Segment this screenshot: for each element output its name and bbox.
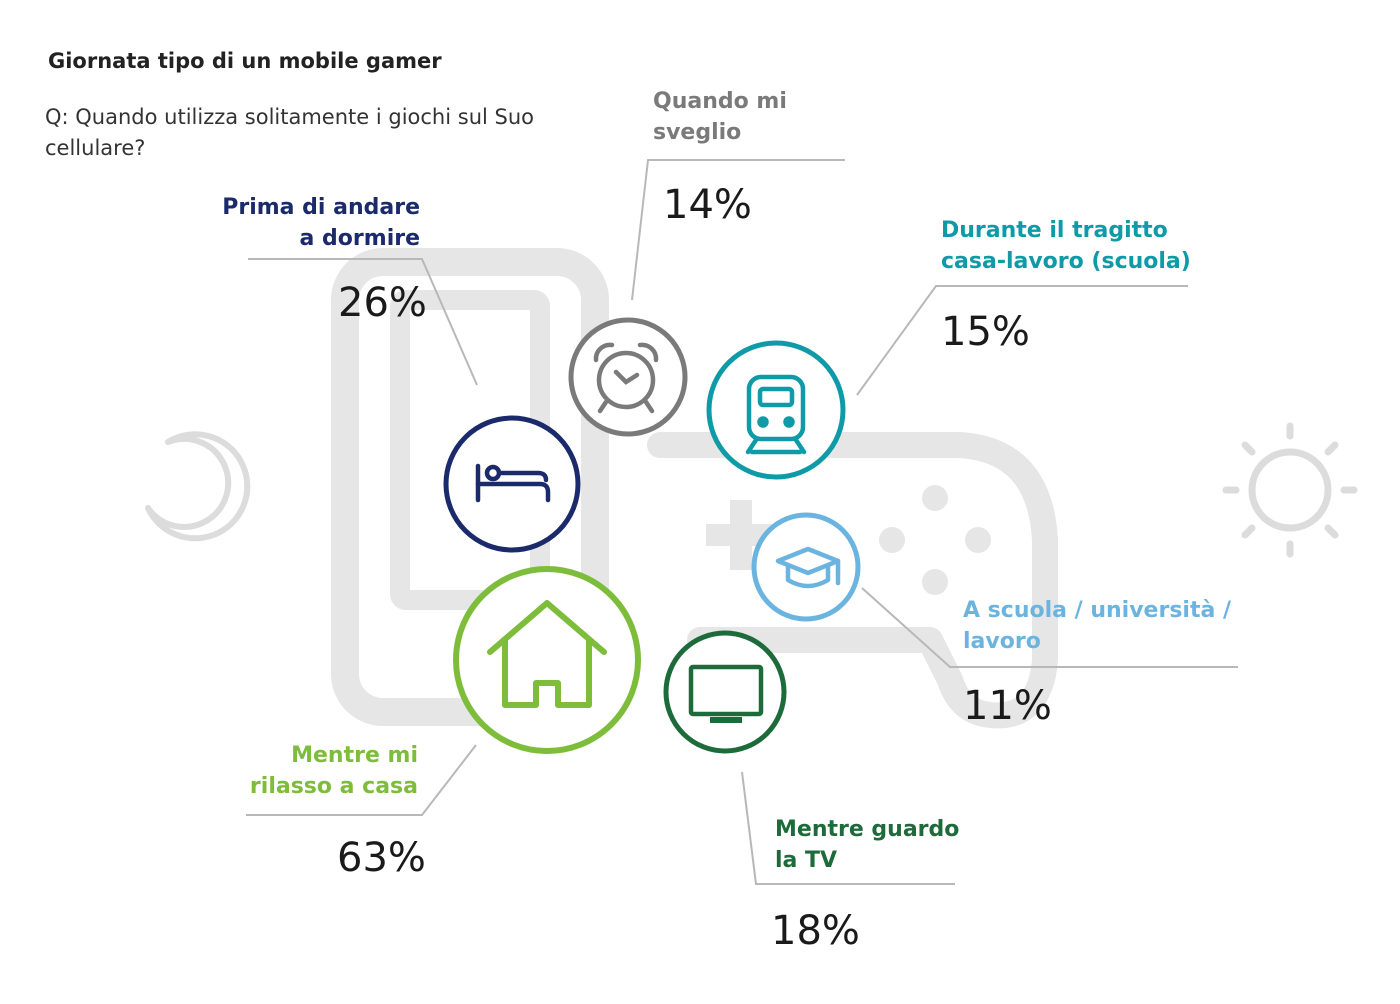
moon-icon bbox=[145, 431, 251, 542]
category-label-tv-line2: la TV bbox=[775, 848, 838, 873]
category-label-school-line2: lavoro bbox=[963, 629, 1041, 654]
tv-icon bbox=[688, 664, 764, 723]
value-label-bed: 26% bbox=[338, 280, 427, 326]
leader-line-commute bbox=[856, 285, 1188, 396]
leader-line-bed bbox=[248, 258, 478, 386]
bed-icon bbox=[475, 463, 551, 503]
category-circle-school bbox=[751, 512, 861, 622]
leader-line-tv bbox=[741, 771, 955, 885]
category-label-home: Mentre mi rilasso a casa bbox=[250, 740, 418, 802]
value-label-commute: 15% bbox=[941, 309, 1030, 355]
category-label-commute-line1: Durante il tragitto bbox=[941, 218, 1168, 243]
category-label-bed-line2: a dormire bbox=[299, 226, 420, 251]
category-label-bed: Prima di andare a dormire bbox=[222, 192, 420, 254]
category-label-wake-line2: sveglio bbox=[653, 120, 742, 145]
train-icon bbox=[745, 374, 807, 455]
leader-line-school bbox=[861, 587, 1238, 668]
value-label-wake: 14% bbox=[663, 182, 752, 228]
leader-line-wake bbox=[631, 159, 845, 301]
category-label-commute-line2: casa-lavoro (scuola) bbox=[941, 249, 1191, 274]
category-label-tv-line1: Mentre guardo bbox=[775, 817, 960, 842]
category-circle-bed bbox=[443, 415, 581, 553]
category-label-home-line2: rilasso a casa bbox=[249, 774, 418, 799]
category-circle-home bbox=[453, 566, 641, 754]
category-label-bed-line1: Prima di andare bbox=[222, 195, 420, 220]
category-circle-tv bbox=[663, 630, 787, 754]
graduation-cap-icon bbox=[775, 546, 841, 589]
category-label-school-line1: A scuola / università / bbox=[963, 598, 1232, 623]
category-label-school: A scuola / università / lavoro bbox=[963, 595, 1231, 657]
survey-question-line1: Q: Quando utilizza solitamente i giochi … bbox=[45, 105, 534, 129]
gamepad-outline-icon bbox=[647, 432, 1058, 729]
value-label-tv: 18% bbox=[771, 908, 860, 954]
category-circle-commute bbox=[706, 340, 846, 480]
category-label-wake: Quando mi sveglio bbox=[653, 86, 787, 148]
category-label-tv: Mentre guardo la TV bbox=[775, 814, 959, 876]
alarm-clock-icon bbox=[593, 342, 659, 414]
survey-question-line2: cellulare? bbox=[45, 136, 146, 160]
category-label-home-line1: Mentre mi bbox=[291, 743, 418, 768]
survey-question: Q: Quando utilizza solitamente i giochi … bbox=[45, 102, 534, 164]
category-label-wake-line1: Quando mi bbox=[653, 89, 787, 114]
chart-title: Giornata tipo di un mobile gamer bbox=[48, 49, 442, 73]
sun-icon bbox=[1222, 422, 1358, 558]
house-icon bbox=[487, 600, 607, 708]
category-label-commute: Durante il tragitto casa-lavoro (scuola) bbox=[941, 215, 1191, 277]
leader-lines bbox=[246, 159, 1238, 885]
value-label-home: 63% bbox=[337, 835, 426, 881]
leader-line-home bbox=[246, 744, 477, 816]
category-circle-wake bbox=[568, 317, 688, 437]
value-label-school: 11% bbox=[963, 683, 1052, 729]
